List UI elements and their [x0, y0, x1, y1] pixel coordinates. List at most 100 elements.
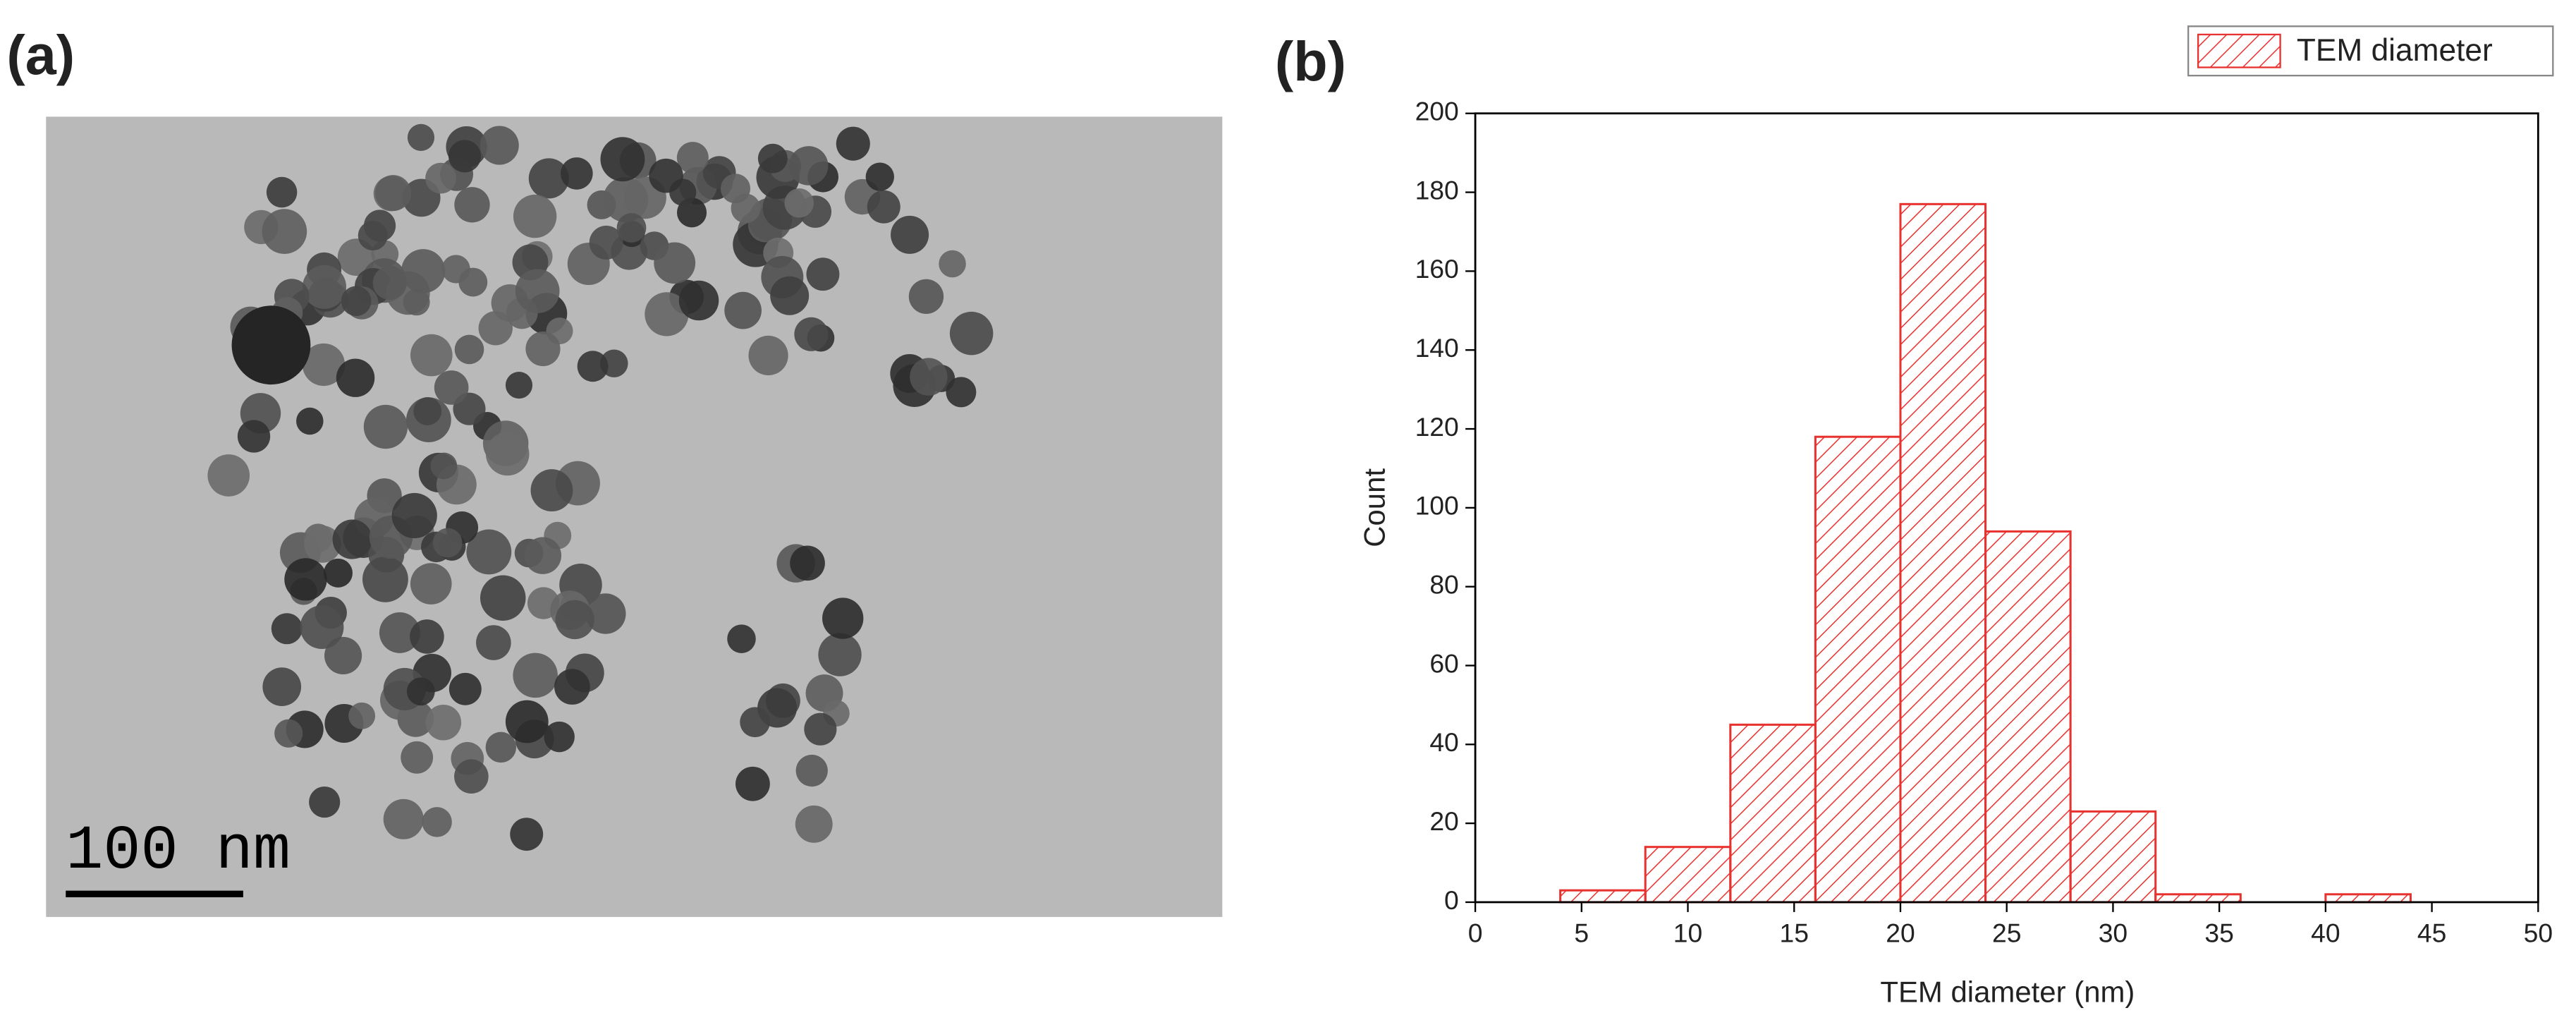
particle	[510, 818, 544, 851]
particle	[485, 731, 517, 763]
particle	[524, 537, 562, 574]
particle	[770, 276, 810, 315]
x-tick-label: 45	[2417, 918, 2446, 947]
particle	[237, 420, 271, 453]
particle	[513, 194, 557, 238]
particle	[544, 721, 575, 753]
particle	[300, 605, 344, 650]
particle	[865, 162, 894, 191]
particle	[448, 672, 482, 705]
particle	[406, 677, 435, 706]
particle	[589, 225, 623, 260]
particle	[262, 667, 302, 706]
x-tick-label: 35	[2204, 918, 2233, 947]
particle	[383, 799, 424, 839]
particle	[454, 187, 490, 223]
x-tick-label: 15	[1780, 918, 1809, 947]
particle	[432, 528, 463, 558]
particle	[678, 280, 719, 321]
particle	[949, 311, 994, 356]
particle	[727, 624, 756, 653]
bar	[1899, 202, 1987, 904]
x-tick-label: 40	[2311, 918, 2340, 947]
particle	[946, 377, 977, 408]
scale-bar-label: 100 nm	[66, 815, 291, 887]
x-tick-label: 5	[1574, 918, 1589, 947]
particle	[908, 279, 944, 315]
y-tick-label: 40	[1429, 727, 1458, 757]
particle	[476, 625, 511, 660]
particle	[441, 255, 470, 284]
bar	[1644, 846, 1732, 904]
particle	[577, 351, 609, 382]
particle	[513, 652, 558, 698]
particle	[485, 432, 530, 476]
particle	[649, 158, 683, 193]
particle	[422, 807, 452, 837]
particles	[207, 123, 994, 851]
particle	[585, 593, 626, 634]
y-tick-label: 140	[1415, 333, 1459, 363]
particle	[430, 452, 458, 480]
y-tick-label: 0	[1444, 885, 1459, 915]
particle	[391, 492, 437, 539]
particle	[231, 305, 311, 385]
particle	[375, 175, 412, 212]
particle	[836, 126, 870, 161]
bar	[2324, 893, 2412, 904]
particle	[284, 558, 327, 601]
particle	[303, 265, 347, 309]
particle	[784, 188, 814, 218]
particle	[341, 286, 372, 317]
particle	[434, 370, 469, 405]
particle	[790, 545, 825, 581]
particle	[262, 209, 307, 254]
particle	[309, 787, 341, 818]
particle	[425, 162, 456, 194]
particle	[336, 358, 375, 397]
particle	[600, 137, 645, 182]
particle	[530, 469, 573, 512]
particle	[401, 741, 434, 774]
particle	[410, 334, 453, 377]
particle	[379, 612, 420, 653]
bar	[1984, 530, 2072, 904]
particle	[645, 292, 689, 336]
x-axis-label: TEM diameter (nm)	[1880, 975, 2135, 1008]
particle	[505, 700, 549, 743]
y-tick-label: 60	[1429, 648, 1458, 678]
particle	[616, 213, 647, 243]
particle	[561, 157, 593, 190]
y-tick-label: 20	[1429, 806, 1458, 836]
particle	[505, 372, 533, 399]
particle	[555, 600, 594, 640]
legend-label: TEM diameter	[2297, 33, 2493, 68]
particle	[515, 269, 560, 314]
y-tick-label: 180	[1415, 175, 1459, 205]
particle	[403, 289, 430, 316]
particle	[410, 619, 444, 654]
bar	[1729, 723, 1817, 904]
particle	[466, 529, 512, 575]
particle	[407, 123, 435, 151]
particle	[454, 334, 484, 365]
particle	[207, 454, 250, 497]
y-tick-label: 120	[1415, 412, 1459, 442]
x-tick-label: 30	[2099, 918, 2128, 947]
particle	[891, 215, 929, 254]
panel-label: (b)	[1275, 30, 1346, 92]
particle	[804, 712, 837, 746]
particle	[323, 558, 353, 588]
x-tick-label: 50	[2524, 918, 2553, 947]
particle	[362, 556, 408, 602]
particle	[454, 759, 489, 794]
particle	[358, 221, 388, 251]
x-tick-label: 25	[1992, 918, 2021, 947]
y-tick-label: 80	[1429, 570, 1458, 600]
particle	[448, 140, 481, 173]
bar	[2154, 893, 2242, 904]
particle	[867, 190, 901, 224]
particle	[372, 265, 407, 301]
particle	[528, 158, 569, 199]
